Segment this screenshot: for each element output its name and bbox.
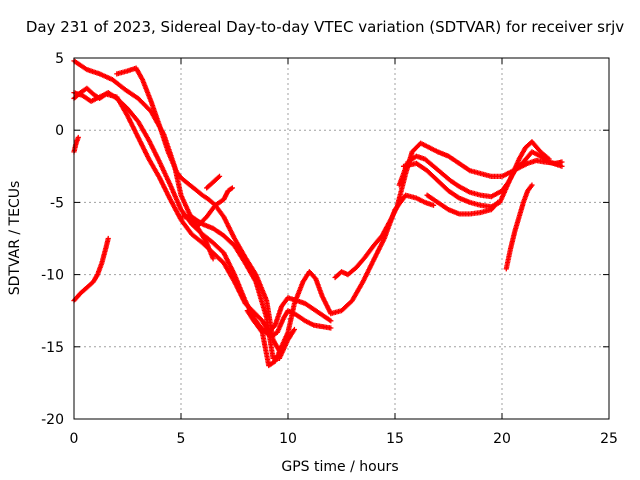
data-point (430, 202, 437, 208)
y-tick-label: -5 (50, 195, 64, 211)
y-tick-label: -10 (41, 268, 64, 284)
y-tick-label: 0 (55, 123, 64, 139)
x-tick-label: 20 (493, 431, 511, 447)
data-point (75, 134, 81, 141)
chart-title: Day 231 of 2023, Sidereal Day-to-day VTE… (26, 18, 624, 36)
data-point (105, 235, 111, 242)
data-point (328, 318, 334, 324)
series-track-14 (424, 192, 501, 217)
data-point (328, 325, 334, 331)
y-tick-label: -20 (41, 412, 64, 428)
x-tick-label: 15 (386, 431, 404, 447)
y-axis-label: SDTVAR / TECUs (7, 181, 23, 296)
y-axis-ticks: 5 0 -5 -10 -15 -20 (41, 51, 609, 428)
x-tick-label: 5 (177, 431, 186, 447)
data-point (546, 156, 552, 162)
grid-lines (74, 58, 609, 419)
data-point (216, 173, 223, 180)
x-tick-label: 25 (600, 431, 618, 447)
data-point (278, 344, 285, 350)
data-point (228, 186, 234, 192)
data-point (291, 326, 298, 333)
series-track-9 (204, 173, 223, 191)
series-track-5 (71, 85, 334, 335)
data-points (71, 58, 565, 369)
data-point (494, 200, 500, 207)
series-track-7 (195, 185, 235, 229)
y-tick-label: 5 (55, 51, 64, 67)
series-track-6 (114, 65, 437, 354)
plot-frame (73, 57, 610, 420)
data-point (215, 174, 222, 180)
series-track-15 (503, 182, 535, 272)
data-point (529, 182, 535, 188)
series-track-1 (71, 235, 111, 304)
x-tick-label: 0 (70, 431, 79, 447)
data-point (559, 163, 565, 169)
data-point (229, 185, 235, 191)
x-tick-label: 10 (279, 431, 297, 447)
x-axis-label: GPS time / hours (281, 459, 398, 475)
data-point (210, 256, 216, 262)
series-track-10 (244, 308, 285, 369)
y-tick-label: -15 (41, 340, 64, 356)
x-axis-ticks: 0 5 10 15 20 25 (70, 58, 618, 447)
series-track-2 (71, 134, 81, 155)
data-point (495, 199, 501, 205)
